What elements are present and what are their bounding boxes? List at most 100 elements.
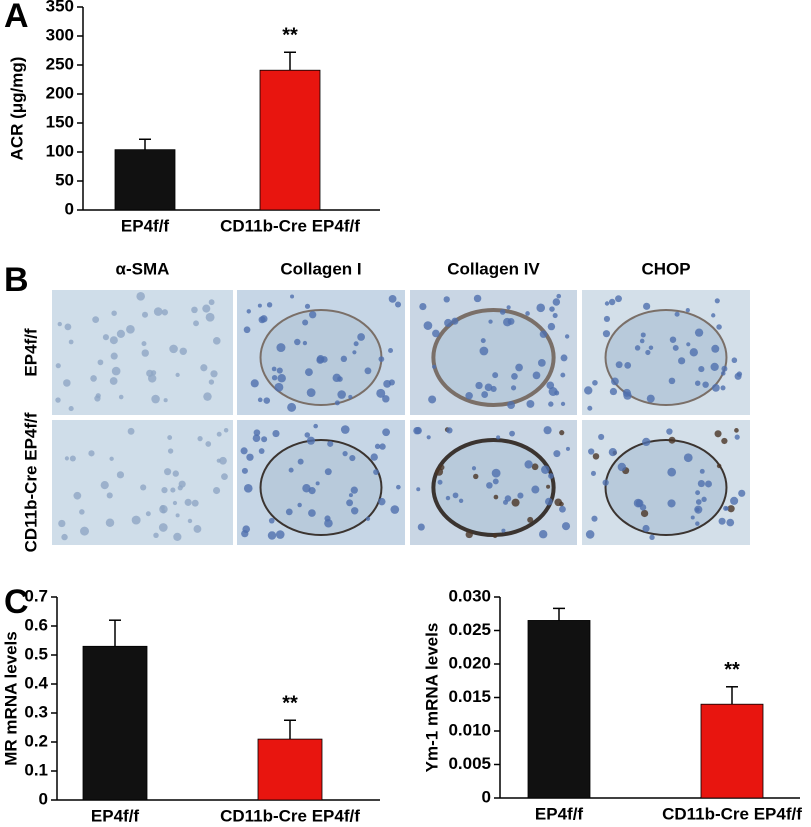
row-label: EP4f/f xyxy=(21,328,40,377)
y-tick-label: 300 xyxy=(46,25,74,44)
cell-nucleus xyxy=(184,498,192,506)
cell-nucleus xyxy=(721,365,728,372)
cell-nucleus xyxy=(374,443,381,450)
cell-nucleus xyxy=(734,434,740,440)
cell-nucleus xyxy=(526,399,535,408)
x-tick-label: EP4f/f xyxy=(91,806,140,825)
cell-nucleus xyxy=(496,435,501,440)
cell-nucleus xyxy=(102,334,109,341)
cell-nucleus xyxy=(699,468,705,474)
cell-nucleus xyxy=(458,498,464,503)
cell-nucleus xyxy=(423,321,433,330)
cell-nucleus xyxy=(308,487,316,495)
cell-nucleus xyxy=(611,377,619,386)
cell-nucleus xyxy=(100,481,109,490)
cell-nucleus xyxy=(287,402,297,412)
cell-nucleus xyxy=(187,518,193,524)
cell-nucleus xyxy=(724,506,729,511)
cell-nucleus xyxy=(141,349,149,357)
cell-nucleus xyxy=(388,294,397,303)
cell-nucleus xyxy=(553,450,561,458)
cell-nucleus xyxy=(109,456,114,461)
cell-nucleus xyxy=(720,371,726,376)
cell-nucleus xyxy=(110,352,118,360)
cell-nucleus xyxy=(390,505,400,514)
cell-nucleus xyxy=(158,523,168,532)
cell-nucleus xyxy=(252,434,261,443)
cell-nucleus xyxy=(543,426,552,435)
cell-nucleus xyxy=(202,304,211,313)
cell-nucleus xyxy=(140,484,147,491)
cell-nucleus xyxy=(499,309,506,315)
cell-nucleus xyxy=(57,321,62,327)
cell-nucleus xyxy=(668,377,676,385)
cell-nucleus xyxy=(426,435,431,440)
cell-nucleus xyxy=(416,487,421,492)
cell-nucleus xyxy=(131,515,141,525)
cell-nucleus xyxy=(428,395,437,404)
cell-nucleus xyxy=(55,363,61,369)
panel-label: C xyxy=(4,583,29,621)
glomerulus xyxy=(431,308,556,407)
cell-nucleus xyxy=(193,320,199,327)
cell-nucleus xyxy=(701,496,707,503)
cell-nucleus xyxy=(587,405,593,411)
cell-nucleus xyxy=(609,387,618,396)
cell-nucleus xyxy=(116,329,126,338)
cell-nucleus xyxy=(511,498,520,507)
cell-nucleus xyxy=(634,345,641,351)
cell-nucleus xyxy=(602,479,609,486)
cell-nucleus xyxy=(714,298,720,304)
y-tick-label: 0.2 xyxy=(24,731,48,750)
cell-nucleus xyxy=(437,479,443,485)
y-tick-label: 0.010 xyxy=(448,720,491,739)
cell-nucleus xyxy=(304,432,311,438)
cell-nucleus xyxy=(527,516,534,523)
cell-nucleus xyxy=(357,333,365,341)
cell-nucleus xyxy=(509,430,515,437)
cell-nucleus xyxy=(491,468,501,478)
cell-nucleus xyxy=(297,458,304,465)
cell-nucleus xyxy=(88,450,95,457)
cell-nucleus xyxy=(560,401,566,407)
cell-nucleus xyxy=(153,532,159,539)
cell-nucleus xyxy=(465,391,473,400)
cell-nucleus xyxy=(302,340,308,346)
cell-nucleus xyxy=(167,448,174,454)
cell-nucleus xyxy=(213,486,221,495)
cell-nucleus xyxy=(116,471,125,479)
cell-nucleus xyxy=(643,302,651,310)
cell-nucleus xyxy=(615,295,622,303)
cell-nucleus xyxy=(267,531,277,540)
cell-nucleus xyxy=(205,441,212,447)
cell-nucleus xyxy=(388,348,394,353)
cell-nucleus xyxy=(554,390,560,396)
cell-nucleus xyxy=(118,394,124,400)
cell-nucleus xyxy=(539,330,548,338)
cell-nucleus xyxy=(370,453,378,461)
cell-nucleus xyxy=(221,473,228,480)
cell-nucleus xyxy=(686,342,691,347)
cell-nucleus xyxy=(648,345,654,350)
cell-nucleus xyxy=(694,505,703,514)
cell-nucleus xyxy=(531,463,539,471)
cell-nucleus xyxy=(531,485,540,494)
cell-nucleus xyxy=(697,479,705,488)
cell-nucleus xyxy=(373,469,379,475)
cell-nucleus xyxy=(435,467,444,476)
cell-nucleus xyxy=(705,480,712,488)
column-label: Collagen I xyxy=(280,259,361,278)
cell-nucleus xyxy=(309,311,317,319)
cell-nucleus xyxy=(506,305,511,310)
cell-nucleus xyxy=(556,293,562,299)
cell-nucleus xyxy=(163,398,168,403)
cell-nucleus xyxy=(271,374,278,381)
cell-nucleus xyxy=(552,313,558,319)
cell-nucleus xyxy=(592,453,600,460)
cell-nucleus xyxy=(364,367,372,375)
cell-nucleus xyxy=(484,383,493,392)
cell-nucleus xyxy=(246,309,251,314)
bar xyxy=(700,703,764,799)
cell-nucleus xyxy=(332,373,342,383)
cell-nucleus xyxy=(417,523,425,531)
